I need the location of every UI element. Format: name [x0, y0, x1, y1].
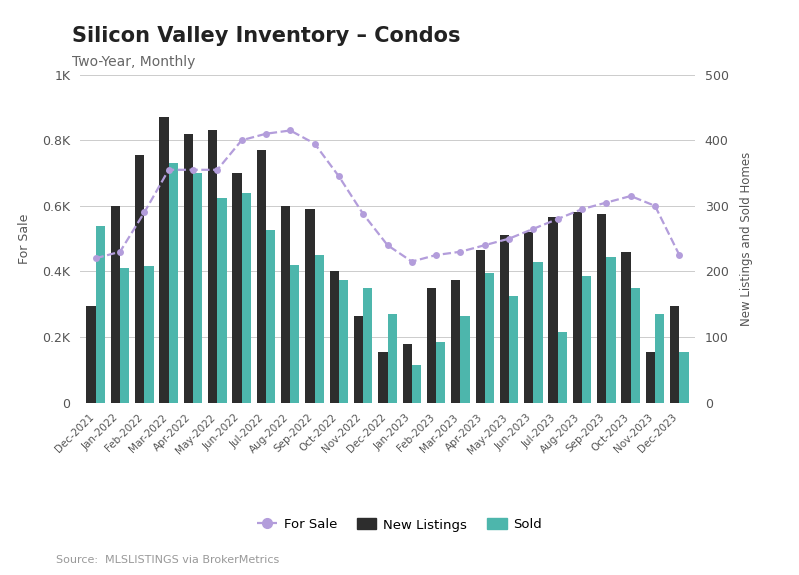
Bar [606, 256, 615, 402]
For Sale [91, 255, 101, 262]
For Sale [115, 248, 125, 255]
Bar [558, 332, 567, 402]
Bar [622, 252, 630, 402]
Bar [460, 316, 470, 402]
Bar [524, 232, 534, 402]
Bar [655, 314, 664, 402]
For Sale [237, 137, 246, 144]
For Sale [285, 127, 295, 134]
Bar [120, 268, 129, 402]
Bar [305, 209, 315, 402]
For Sale [359, 210, 368, 217]
Bar [534, 262, 543, 402]
Bar [184, 134, 193, 402]
Bar [315, 255, 324, 402]
Bar [208, 131, 217, 402]
For Sale [480, 242, 490, 248]
Bar [86, 306, 96, 402]
Bar [388, 314, 397, 402]
Text: Two-Year, Monthly: Two-Year, Monthly [72, 55, 195, 68]
Bar [330, 271, 339, 402]
Bar [160, 117, 169, 402]
Bar [217, 198, 227, 402]
Bar [582, 277, 591, 402]
Bar [233, 173, 241, 402]
Bar [145, 266, 153, 402]
Bar [111, 206, 120, 402]
Bar [500, 235, 509, 402]
Bar [597, 214, 606, 402]
Bar [646, 352, 655, 402]
Bar [241, 193, 251, 402]
Legend: For Sale, New Listings, Sold: For Sale, New Listings, Sold [252, 513, 547, 537]
Bar [193, 173, 202, 402]
Bar [411, 365, 421, 402]
Bar [509, 296, 519, 402]
Y-axis label: For Sale: For Sale [18, 213, 31, 264]
Bar [573, 212, 582, 402]
For Sale [650, 202, 660, 209]
Bar [339, 279, 348, 402]
Bar [256, 150, 266, 402]
For Sale [261, 131, 271, 137]
For Sale [602, 199, 611, 206]
For Sale [140, 209, 149, 216]
For Sale [504, 235, 514, 242]
Line: For Sale: For Sale [92, 127, 683, 265]
For Sale [674, 252, 684, 259]
Bar [266, 231, 275, 402]
For Sale [189, 166, 198, 173]
Bar [354, 316, 364, 402]
For Sale [577, 206, 586, 213]
Text: Silicon Valley Inventory – Condos: Silicon Valley Inventory – Condos [72, 26, 460, 46]
For Sale [431, 252, 441, 259]
Bar [485, 273, 494, 402]
For Sale [553, 216, 562, 223]
For Sale [407, 258, 416, 265]
Bar [96, 225, 105, 402]
For Sale [626, 193, 635, 200]
For Sale [310, 140, 320, 147]
For Sale [455, 248, 465, 255]
Bar [378, 352, 388, 402]
Text: Source:  MLSLISTINGS via BrokerMetrics: Source: MLSLISTINGS via BrokerMetrics [56, 555, 279, 565]
For Sale [334, 173, 344, 180]
Bar [403, 343, 411, 402]
For Sale [164, 166, 173, 173]
Y-axis label: New Listings and Sold Homes: New Listings and Sold Homes [740, 151, 753, 326]
Bar [475, 250, 485, 402]
Bar [436, 342, 445, 402]
Bar [451, 279, 460, 402]
Bar [169, 163, 178, 402]
Bar [548, 217, 558, 402]
For Sale [213, 166, 222, 173]
Bar [630, 288, 640, 402]
Bar [670, 306, 679, 402]
For Sale [529, 225, 539, 232]
For Sale [383, 242, 392, 248]
Bar [290, 265, 300, 402]
Bar [135, 155, 145, 402]
Bar [364, 288, 372, 402]
Bar [281, 206, 290, 402]
Bar [427, 288, 436, 402]
Bar [679, 352, 689, 402]
